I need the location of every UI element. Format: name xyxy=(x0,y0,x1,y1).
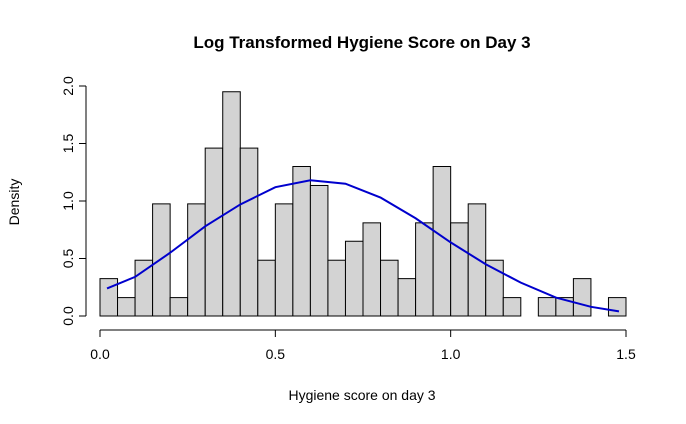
histogram-bar xyxy=(187,203,206,317)
histogram-bar xyxy=(309,184,329,317)
histogram-bar xyxy=(169,297,189,317)
y-tick-label: 2.0 xyxy=(60,76,76,96)
histogram-bar xyxy=(117,297,136,317)
x-axis-label: Hygiene score on day 3 xyxy=(288,387,435,403)
chart-title: Log Transformed Hygiene Score on Day 3 xyxy=(193,33,530,52)
histogram-bar xyxy=(134,259,154,317)
histogram-bar xyxy=(257,259,276,317)
histogram-bars xyxy=(99,91,627,317)
histogram-bar xyxy=(292,166,311,317)
x-tick-label: 0.5 xyxy=(266,346,286,362)
histogram-bar xyxy=(344,240,364,317)
y-tick-label: 0.5 xyxy=(60,249,76,269)
histogram-bar xyxy=(502,297,522,317)
histogram-bar xyxy=(327,259,346,317)
histogram-bar xyxy=(362,222,382,317)
y-tick-label: 1.0 xyxy=(60,191,76,211)
y-tick-label: 1.5 xyxy=(60,134,76,154)
y-tick-label: 0.0 xyxy=(60,306,76,326)
y-axis-label: Density xyxy=(6,179,22,226)
histogram-bar xyxy=(380,259,399,317)
histogram-bar xyxy=(485,259,504,317)
x-axis: 0.0 0.5 1.0 1.5 xyxy=(90,329,636,362)
histogram-bar xyxy=(450,222,469,317)
density-curve xyxy=(106,179,620,313)
histogram-bar xyxy=(415,222,434,317)
histogram-bar xyxy=(572,278,592,317)
histogram-bar xyxy=(397,278,417,317)
histogram-bar xyxy=(204,147,224,317)
x-tick-label: 1.0 xyxy=(441,346,461,362)
histogram-bar xyxy=(274,203,294,317)
x-tick-label: 1.5 xyxy=(616,346,636,362)
histogram-bar xyxy=(222,91,241,317)
histogram-bar xyxy=(537,297,557,317)
y-axis: 0.0 0.5 1.0 1.5 2.0 xyxy=(60,76,87,326)
histogram-bar xyxy=(607,297,627,317)
histogram-bar xyxy=(239,147,259,317)
x-tick-label: 0.0 xyxy=(90,346,110,362)
